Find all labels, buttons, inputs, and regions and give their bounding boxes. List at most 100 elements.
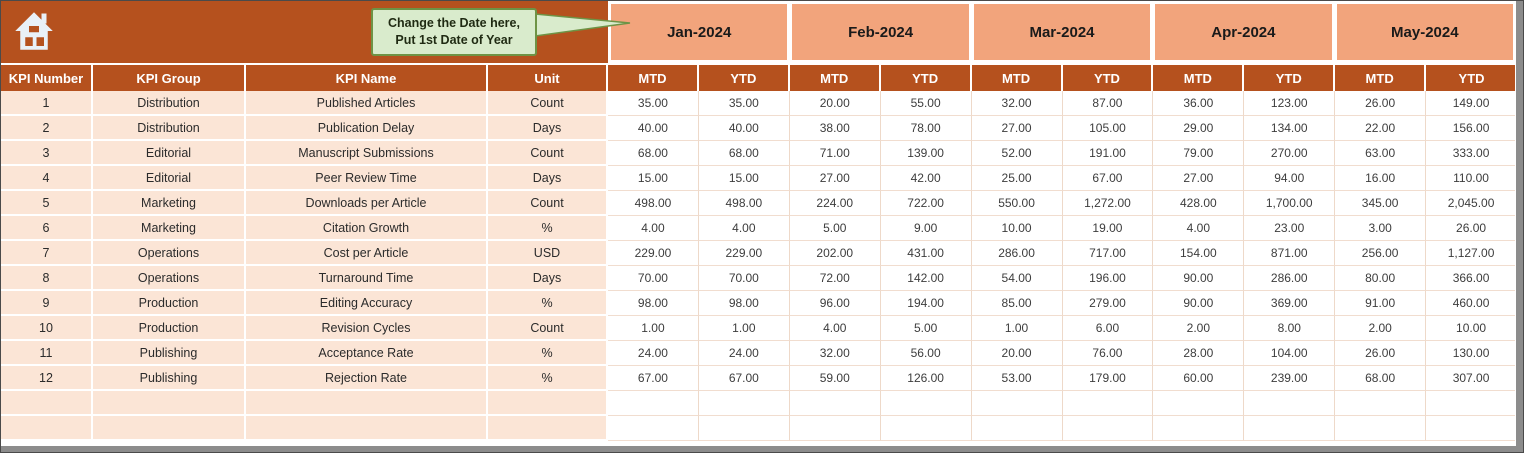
cell-unit[interactable]: % [488,366,608,391]
cell-value[interactable]: 56.00 [880,341,972,366]
cell-unit[interactable]: % [488,216,608,241]
cell-kpi-group[interactable]: Marketing [93,191,246,216]
cell-value[interactable]: 134.00 [1244,116,1336,141]
cell-kpi-name[interactable]: Manuscript Submissions [246,141,488,166]
cell-value[interactable]: 68.00 [608,141,699,166]
cell-kpi-name[interactable]: Editing Accuracy [246,291,488,316]
cell-value[interactable]: 15.00 [608,166,699,191]
cell-kpi-group[interactable]: Marketing [93,216,246,241]
month-header-feb[interactable]: Feb-2024 [792,4,969,60]
cell-kpi-number[interactable]: 11 [1,341,93,366]
cell-kpi-group[interactable]: Editorial [93,141,246,166]
cell-value[interactable]: 104.00 [1244,341,1336,366]
cell-value[interactable]: 91.00 [1335,291,1427,316]
cell-kpi-name[interactable]: Revision Cycles [246,316,488,341]
cell-value[interactable]: 270.00 [1244,141,1336,166]
cell-empty[interactable] [971,391,1063,416]
cell-value[interactable]: 345.00 [1335,191,1427,216]
cell-kpi-number[interactable]: 6 [1,216,93,241]
cell-value[interactable]: 1,127.00 [1426,241,1517,266]
cell-value[interactable]: 28.00 [1153,341,1245,366]
cell-empty[interactable] [93,416,246,441]
cell-value[interactable]: 76.00 [1062,341,1154,366]
cell-unit[interactable]: USD [488,241,608,266]
cell-empty[interactable] [1,416,93,441]
cell-value[interactable]: 35.00 [608,91,699,116]
cell-value[interactable]: 279.00 [1062,291,1154,316]
cell-value[interactable]: 1.00 [698,316,790,341]
cell-value[interactable]: 96.00 [789,291,881,316]
cell-empty[interactable] [1062,416,1154,441]
cell-value[interactable]: 40.00 [608,116,699,141]
cell-kpi-number[interactable]: 3 [1,141,93,166]
cell-value[interactable]: 229.00 [698,241,790,266]
cell-value[interactable]: 27.00 [789,166,881,191]
cell-empty[interactable] [488,416,608,441]
cell-kpi-group[interactable]: Editorial [93,166,246,191]
cell-empty[interactable] [698,391,790,416]
cell-value[interactable]: 196.00 [1062,266,1154,291]
cell-unit[interactable]: Count [488,91,608,116]
cell-value[interactable]: 23.00 [1244,216,1336,241]
cell-value[interactable]: 105.00 [1062,116,1154,141]
cell-value[interactable]: 366.00 [1426,266,1517,291]
cell-value[interactable]: 1,700.00 [1244,191,1336,216]
cell-value[interactable]: 26.00 [1335,341,1427,366]
cell-value[interactable]: 20.00 [971,341,1063,366]
cell-value[interactable]: 110.00 [1426,166,1517,191]
cell-kpi-name[interactable]: Turnaround Time [246,266,488,291]
cell-kpi-number[interactable]: 7 [1,241,93,266]
cell-value[interactable]: 4.00 [1153,216,1245,241]
cell-value[interactable]: 239.00 [1244,366,1336,391]
cell-value[interactable]: 16.00 [1335,166,1427,191]
cell-empty[interactable] [608,391,699,416]
cell-kpi-group[interactable]: Publishing [93,341,246,366]
cell-value[interactable]: 85.00 [971,291,1063,316]
cell-unit[interactable]: % [488,341,608,366]
cell-kpi-number[interactable]: 4 [1,166,93,191]
cell-empty[interactable] [1244,416,1336,441]
cell-value[interactable]: 90.00 [1153,291,1245,316]
cell-value[interactable]: 67.00 [698,366,790,391]
cell-value[interactable]: 42.00 [880,166,972,191]
cell-value[interactable]: 67.00 [1062,166,1154,191]
cell-value[interactable]: 2.00 [1335,316,1427,341]
cell-empty[interactable] [1426,416,1517,441]
cell-value[interactable]: 87.00 [1062,91,1154,116]
cell-value[interactable]: 871.00 [1244,241,1336,266]
cell-kpi-name[interactable]: Published Articles [246,91,488,116]
month-header-jan[interactable]: Jan-2024 [611,4,788,60]
cell-value[interactable]: 55.00 [880,91,972,116]
cell-value[interactable]: 71.00 [789,141,881,166]
cell-value[interactable]: 10.00 [971,216,1063,241]
cell-value[interactable]: 53.00 [971,366,1063,391]
cell-empty[interactable] [698,416,790,441]
cell-value[interactable]: 722.00 [880,191,972,216]
cell-value[interactable]: 67.00 [608,366,699,391]
cell-empty[interactable] [880,416,972,441]
cell-value[interactable]: 149.00 [1426,91,1517,116]
cell-value[interactable]: 2,045.00 [1426,191,1517,216]
cell-value[interactable]: 78.00 [880,116,972,141]
cell-value[interactable]: 1.00 [608,316,699,341]
cell-kpi-group[interactable]: Production [93,316,246,341]
month-header-mar[interactable]: Mar-2024 [973,4,1151,60]
horizontal-scrollbar[interactable] [1,446,1523,452]
cell-value[interactable]: 256.00 [1335,241,1427,266]
cell-kpi-number[interactable]: 8 [1,266,93,291]
cell-value[interactable]: 32.00 [971,91,1063,116]
cell-unit[interactable]: Count [488,316,608,341]
cell-empty[interactable] [789,416,881,441]
cell-value[interactable]: 80.00 [1335,266,1427,291]
cell-value[interactable]: 72.00 [789,266,881,291]
cell-value[interactable]: 333.00 [1426,141,1517,166]
cell-kpi-name[interactable]: Publication Delay [246,116,488,141]
cell-value[interactable]: 98.00 [698,291,790,316]
cell-kpi-number[interactable]: 10 [1,316,93,341]
cell-value[interactable]: 286.00 [971,241,1063,266]
cell-value[interactable]: 123.00 [1244,91,1336,116]
cell-value[interactable]: 27.00 [1153,166,1245,191]
cell-value[interactable]: 70.00 [698,266,790,291]
cell-value[interactable]: 59.00 [789,366,881,391]
cell-value[interactable]: 156.00 [1426,116,1517,141]
